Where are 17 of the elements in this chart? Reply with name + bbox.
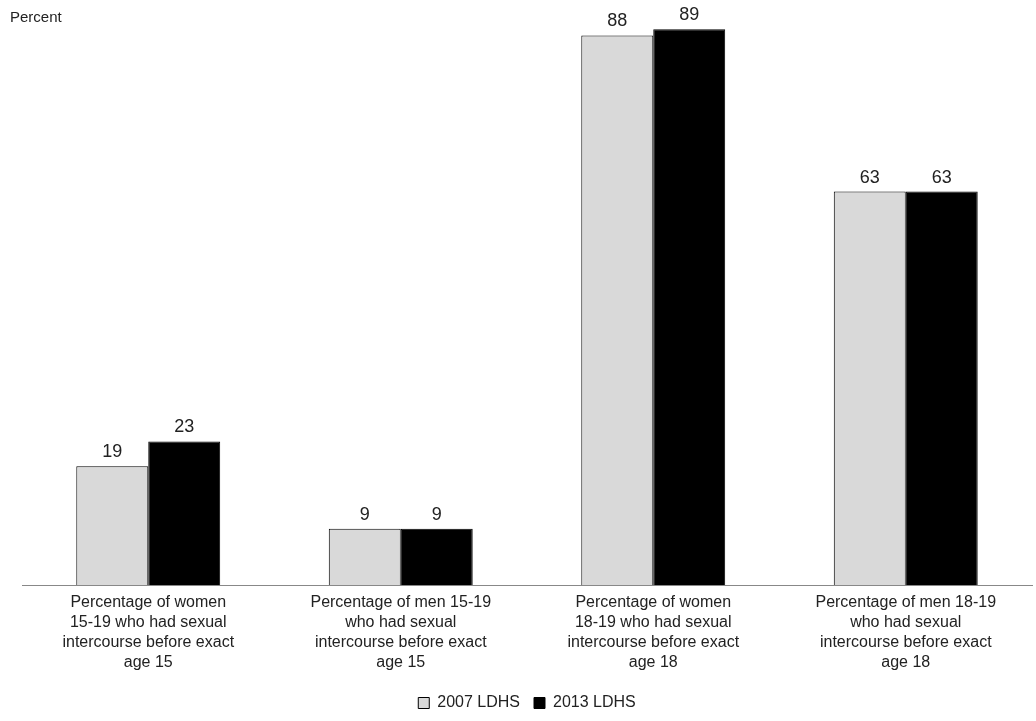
data-label: 88 <box>607 10 628 31</box>
data-label: 89 <box>679 4 700 25</box>
x-tick-label: Percentage of men 15-19 who had sexual intercourse before exact age 15 <box>310 593 492 671</box>
data-label: 9 <box>431 503 442 524</box>
bar <box>653 29 726 585</box>
legend-label: 2013 LDHS <box>553 693 636 711</box>
data-label: 23 <box>174 416 195 437</box>
legend-label: 2007 LDHS <box>437 693 520 711</box>
data-label: 63 <box>931 166 952 187</box>
x-tick-label: Percentage of women 15-19 who had sexual intercourse before exact age 15 <box>62 593 235 671</box>
data-label: 9 <box>359 503 370 524</box>
bar <box>148 441 221 585</box>
y-axis-title: Percent <box>10 7 63 25</box>
data-label: 19 <box>102 441 123 462</box>
x-tick-label: Percentage of women 18-19 who had sexual intercourse before exact age 18 <box>567 593 740 671</box>
x-tick-label: Percentage of men 18-19 who had sexual intercourse before exact age 18 <box>815 593 997 671</box>
data-label: 63 <box>859 166 880 187</box>
